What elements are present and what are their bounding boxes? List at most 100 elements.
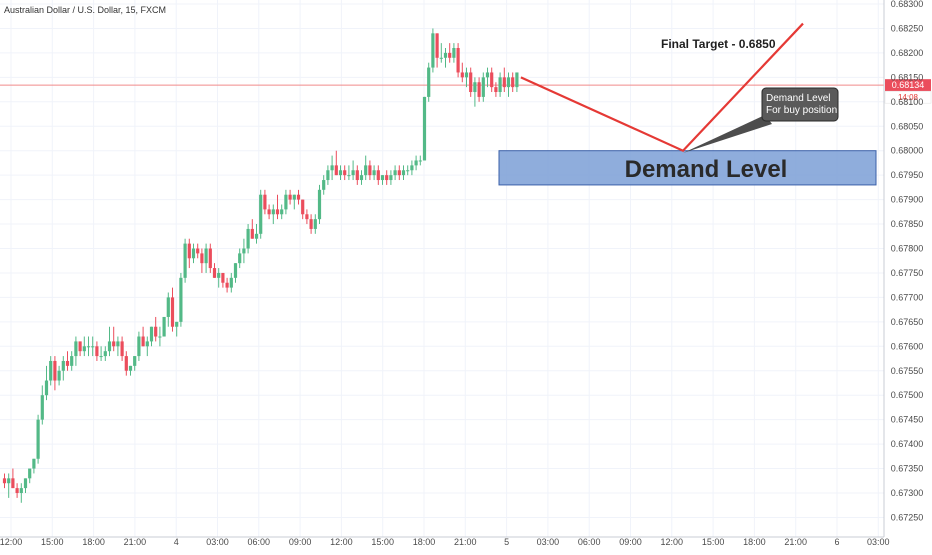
demand-zone-layer: Demand Level [498,150,877,186]
candle-body [49,360,53,381]
y-tick-label: 0.67550 [891,366,924,376]
current-price-tag [885,79,931,92]
candle-body [162,316,166,337]
candle-body [422,96,427,161]
candle-body [86,346,91,348]
candle-body [301,199,305,215]
y-tick-label: 0.68250 [891,23,924,33]
candle-body [406,170,410,172]
candle-body [233,263,238,278]
candle-body [128,365,133,371]
candle-body [498,77,502,93]
candle-body [443,52,448,58]
candle-body [494,87,498,93]
candle-body [2,478,7,484]
callout-line-2: For buy position [766,105,837,116]
candle-body [506,77,511,88]
candle-body [74,341,78,357]
candle-body [317,189,322,220]
candle-body [275,209,280,215]
y-tick-label: 0.67750 [891,268,924,278]
candle-body [464,72,469,78]
candle-body [120,341,124,357]
x-tick-label: 03:00 [537,537,560,547]
candle-body [364,165,368,176]
x-tick-label: 4 [174,537,179,547]
x-tick-label: 12:00 [0,537,22,547]
y-tick-label: 0.67650 [891,317,924,327]
candle-body [309,219,313,229]
candle-body [204,248,208,264]
candle-body [359,175,364,181]
x-tick-label: 12:00 [661,537,684,547]
countdown-tag [884,90,932,104]
candle-body [242,248,246,254]
candle-body [124,356,128,371]
candle-body [347,175,351,177]
x-tick-label: 15:00 [371,537,394,547]
candle-body [427,67,431,97]
candle-body [410,165,414,171]
candle-body [431,33,435,68]
candle-body [389,175,393,181]
callout-pointer [683,115,772,153]
candle-body [154,326,158,337]
candle-body [212,268,217,278]
candle-body [196,248,200,254]
candle-body [515,72,519,88]
candle-body [284,194,288,210]
y-tick-label: 0.67400 [891,439,924,449]
candle-body [166,297,170,317]
candle-body [380,175,385,181]
x-tick-label: 18:00 [82,537,105,547]
candle-body [280,209,284,215]
x-tick-label: 15:00 [702,537,725,547]
candle-body [137,336,141,357]
candle-body [305,214,309,220]
candle-body [7,478,11,484]
y-tick-label: 0.67900 [891,195,924,205]
candle-body [250,228,254,239]
y-tick-label: 0.67500 [891,390,924,400]
y-tick-label: 0.68000 [891,146,924,156]
candle-body [452,48,456,58]
candle-body [70,356,74,366]
candle-body [44,380,49,396]
candle-body [40,395,44,420]
y-tick-label: 0.67600 [891,341,924,351]
y-tick-label: 0.68100 [891,97,924,107]
candle-body [32,458,36,469]
x-tick-label: 6 [834,537,839,547]
axes: 0.68300 0.68250 0.68200 0.68150 0.68100 0.680… [0,0,923,547]
candle-body [112,341,116,347]
x-tick-label: 18:00 [413,537,436,547]
candle-body [99,356,103,358]
candle-body [183,243,187,278]
x-tick-label: 06:00 [248,537,271,547]
candle-body [217,272,221,278]
candle-body [469,72,473,93]
candle-body [170,297,175,327]
y-tick-label: 0.68150 [891,72,924,82]
candle-body [11,478,15,489]
candle-body [401,170,406,176]
candle-body [263,194,267,210]
candle-body [393,170,397,176]
candle-body [19,488,23,493]
candle-body [229,277,233,288]
grid [0,0,884,537]
candle-body [246,228,250,249]
candle-body [351,170,355,176]
candle-body [414,160,418,166]
candle-body [107,341,112,352]
candle-body [175,321,179,327]
candle-body [397,170,401,176]
candle-body [200,253,204,264]
y-tick-label: 0.67300 [891,488,924,498]
candle-body [95,346,99,357]
candle-body [221,272,225,283]
x-tick-label: 15:00 [41,537,64,547]
